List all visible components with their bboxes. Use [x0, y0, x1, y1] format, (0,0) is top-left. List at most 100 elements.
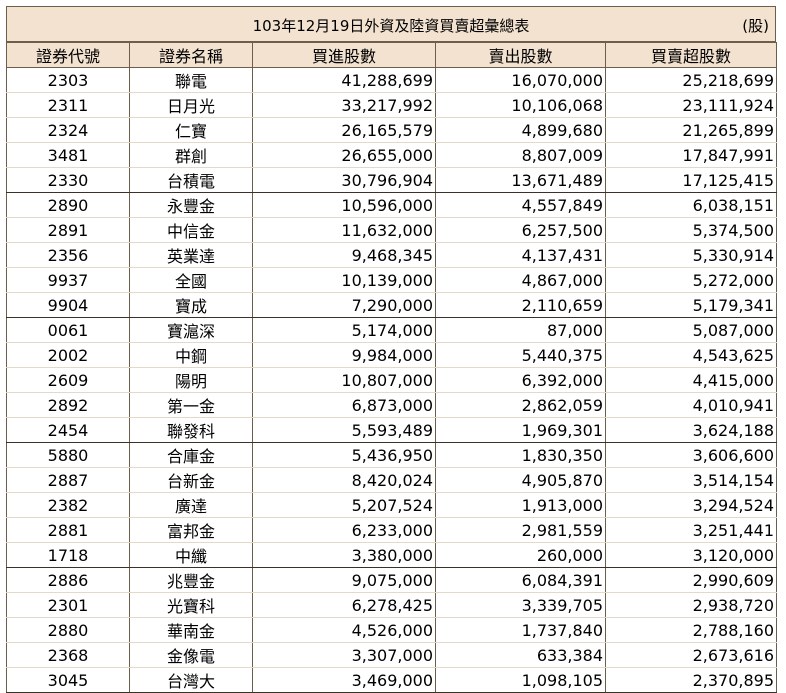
stock-code-cell: 2891 — [6, 217, 130, 243]
stock-name-cell: 中信金 — [129, 217, 253, 243]
buy-shares-cell: 4,526,000 — [252, 617, 436, 643]
table-row: 2881 富邦金 6,233,000 2,981,559 3,251,441 — [6, 517, 777, 543]
col-header-buy: 買進股數 — [252, 42, 436, 68]
net-shares-cell: 5,330,914 — [605, 242, 777, 268]
net-shares-cell: 2,990,609 — [605, 567, 777, 593]
net-shares-cell: 3,606,600 — [605, 442, 777, 468]
buy-shares-cell: 5,436,950 — [252, 442, 436, 468]
sell-shares-cell: 4,905,870 — [435, 467, 606, 493]
table-row: 2301 光寶科 6,278,425 3,339,705 2,938,720 — [6, 592, 777, 618]
sell-shares-cell: 633,384 — [435, 642, 606, 668]
buy-shares-cell: 6,873,000 — [252, 392, 436, 418]
stock-code-cell: 2887 — [6, 467, 130, 493]
table-row: 2887 台新金 8,420,024 4,905,870 3,514,154 — [6, 467, 777, 493]
table-row: 2890 永豐金 10,596,000 4,557,849 6,038,151 — [6, 192, 777, 218]
stock-code-cell: 2303 — [6, 67, 130, 93]
table-row: 2454 聯發科 5,593,489 1,969,301 3,624,188 — [6, 417, 777, 443]
net-shares-cell: 3,294,524 — [605, 492, 777, 518]
net-shares-cell: 21,265,899 — [605, 117, 777, 143]
net-shares-cell: 4,543,625 — [605, 342, 777, 368]
sell-shares-cell: 2,862,059 — [435, 392, 606, 418]
table-body: 2303 聯電 41,288,699 16,070,000 25,218,699 2311… — [6, 67, 777, 693]
buy-shares-cell: 26,655,000 — [252, 142, 436, 168]
stock-name-cell: 英業達 — [129, 242, 253, 268]
buy-shares-cell: 8,420,024 — [252, 467, 436, 493]
net-shares-cell: 2,788,160 — [605, 617, 777, 643]
table-row: 2311 日月光 33,217,992 10,106,068 23,111,924 — [6, 92, 777, 118]
stock-code-cell: 9937 — [6, 267, 130, 293]
stock-code-cell: 2330 — [6, 167, 130, 193]
sell-shares-cell: 4,137,431 — [435, 242, 606, 268]
net-shares-cell: 2,370,895 — [605, 667, 777, 693]
stock-name-cell: 金像電 — [129, 642, 253, 668]
buy-shares-cell: 7,290,000 — [252, 292, 436, 318]
trading-table: 證券代號 證券名稱 買進股數 賣出股數 買賣超股數 2303 聯電 41,288,6… — [6, 42, 777, 693]
table-row: 2324 仁寶 26,165,579 4,899,680 21,265,899 — [6, 117, 777, 143]
buy-shares-cell: 5,207,524 — [252, 492, 436, 518]
buy-shares-cell: 11,632,000 — [252, 217, 436, 243]
buy-shares-cell: 6,278,425 — [252, 592, 436, 618]
stock-code-cell: 5880 — [6, 442, 130, 468]
net-shares-cell: 5,087,000 — [605, 317, 777, 343]
stock-code-cell: 2880 — [6, 617, 130, 643]
buy-shares-cell: 9,468,345 — [252, 242, 436, 268]
sell-shares-cell: 2,981,559 — [435, 517, 606, 543]
sell-shares-cell: 3,339,705 — [435, 592, 606, 618]
sell-shares-cell: 5,440,375 — [435, 342, 606, 368]
table-row: 2303 聯電 41,288,699 16,070,000 25,218,699 — [6, 67, 777, 93]
sell-shares-cell: 6,084,391 — [435, 567, 606, 593]
sell-shares-cell: 260,000 — [435, 542, 606, 568]
stock-name-cell: 永豐金 — [129, 192, 253, 218]
buy-shares-cell: 26,165,579 — [252, 117, 436, 143]
table-row: 9904 寶成 7,290,000 2,110,659 5,179,341 — [6, 292, 777, 318]
buy-shares-cell: 3,380,000 — [252, 542, 436, 568]
stock-name-cell: 全國 — [129, 267, 253, 293]
net-shares-cell: 3,120,000 — [605, 542, 777, 568]
buy-shares-cell: 33,217,992 — [252, 92, 436, 118]
buy-shares-cell: 5,593,489 — [252, 417, 436, 443]
net-shares-cell: 4,010,941 — [605, 392, 777, 418]
stock-name-cell: 聯電 — [129, 67, 253, 93]
table-row: 2891 中信金 11,632,000 6,257,500 5,374,500 — [6, 217, 777, 243]
table-row: 0061 寶滬深 5,174,000 87,000 5,087,000 — [6, 317, 777, 343]
net-shares-cell: 3,514,154 — [605, 467, 777, 493]
stock-code-cell: 2609 — [6, 367, 130, 393]
stock-code-cell: 3045 — [6, 667, 130, 693]
stock-code-cell: 2356 — [6, 242, 130, 268]
buy-shares-cell: 10,807,000 — [252, 367, 436, 393]
col-header-name: 證券名稱 — [129, 42, 253, 68]
net-shares-cell: 23,111,924 — [605, 92, 777, 118]
buy-shares-cell: 10,596,000 — [252, 192, 436, 218]
stock-name-cell: 第一金 — [129, 392, 253, 418]
buy-shares-cell: 5,174,000 — [252, 317, 436, 343]
stock-name-cell: 富邦金 — [129, 517, 253, 543]
sell-shares-cell: 87,000 — [435, 317, 606, 343]
stock-name-cell: 華南金 — [129, 617, 253, 643]
table-row: 2880 華南金 4,526,000 1,737,840 2,788,160 — [6, 617, 777, 643]
stock-code-cell: 2324 — [6, 117, 130, 143]
stock-name-cell: 兆豐金 — [129, 567, 253, 593]
net-shares-cell: 4,415,000 — [605, 367, 777, 393]
stock-code-cell: 2382 — [6, 492, 130, 518]
table-row: 2892 第一金 6,873,000 2,862,059 4,010,941 — [6, 392, 777, 418]
stock-name-cell: 台灣大 — [129, 667, 253, 693]
stock-name-cell: 廣達 — [129, 492, 253, 518]
table-row: 2382 廣達 5,207,524 1,913,000 3,294,524 — [6, 492, 777, 518]
net-shares-cell: 5,179,341 — [605, 292, 777, 318]
table-row: 1718 中纖 3,380,000 260,000 3,120,000 — [6, 542, 777, 568]
stock-code-cell: 2886 — [6, 567, 130, 593]
net-shares-cell: 2,673,616 — [605, 642, 777, 668]
stock-name-cell: 台積電 — [129, 167, 253, 193]
net-shares-cell: 6,038,151 — [605, 192, 777, 218]
sell-shares-cell: 2,110,659 — [435, 292, 606, 318]
stock-name-cell: 群創 — [129, 142, 253, 168]
stock-code-cell: 2892 — [6, 392, 130, 418]
stock-code-cell: 2881 — [6, 517, 130, 543]
header-row: 證券代號 證券名稱 買進股數 賣出股數 買賣超股數 — [6, 42, 777, 68]
stock-name-cell: 寶成 — [129, 292, 253, 318]
buy-shares-cell: 9,984,000 — [252, 342, 436, 368]
buy-shares-cell: 3,469,000 — [252, 667, 436, 693]
report-container: 103年12月19日外資及陸資買賣超彙總表 (股) 證券代號 證券名稱 買進股數… — [6, 6, 777, 693]
sell-shares-cell: 1,737,840 — [435, 617, 606, 643]
stock-code-cell: 2454 — [6, 417, 130, 443]
